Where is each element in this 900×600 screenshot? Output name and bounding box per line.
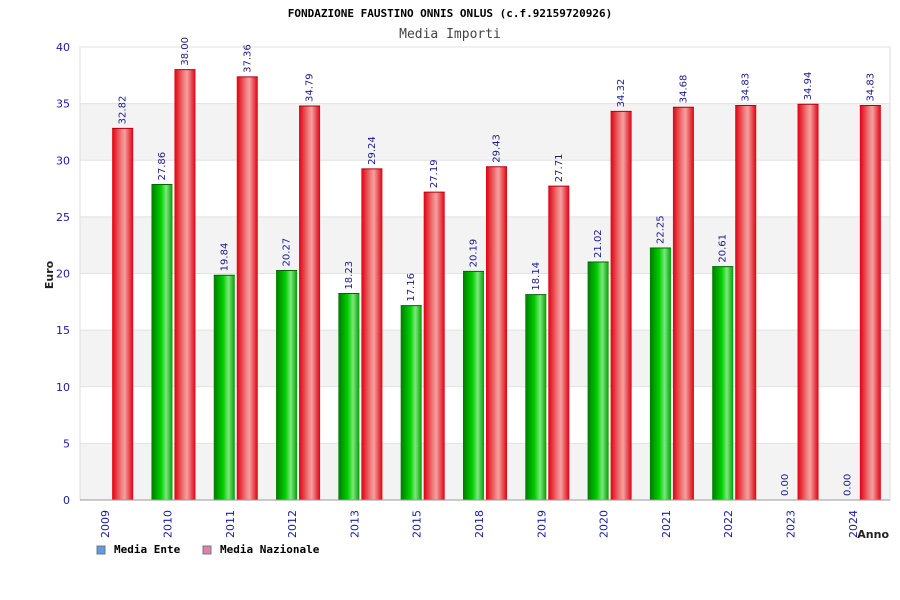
data-label-media-nazionale-2023: 34.94 [803,72,814,101]
y-tick-label: 40 [56,41,70,54]
bar-media-nazionale-2021 [672,107,694,501]
bar-media-nazionale-2013 [361,168,383,500]
bar-media-nazionale-2015 [423,192,445,501]
bar-media-nazionale-2012 [299,106,321,501]
bar-media-nazionale-2024 [859,105,881,501]
bars [112,69,881,501]
data-label-media-nazionale-2022: 34.83 [741,73,752,102]
bar-media-nazionale-2019 [548,186,570,500]
data-label-media-ente-2023: 0.00 [780,474,791,496]
data-label-media-ente-2018: 20.19 [469,239,480,268]
data-label-media-nazionale-2021: 34.68 [678,75,689,104]
legend: Media Ente Media Nazionale [96,543,320,556]
bar-media-nazionale-2023 [797,104,819,500]
x-tick-label-2013: 2013 [348,510,361,538]
data-label-media-ente-2010: 27.86 [157,152,168,181]
data-label-media-nazionale-2011: 37.36 [242,44,253,73]
data-label-media-nazionale-2019: 27.71 [554,154,565,183]
data-label-media-ente-2012: 20.27 [282,238,293,267]
bar-media-nazionale-2011 [236,76,258,500]
x-tick-label-2011: 2011 [224,510,237,538]
chart-title: FONDAZIONE FAUSTINO ONNIS ONLUS (c.f.921… [288,7,613,20]
legend-label-media-nazionale: Media Nazionale [220,543,320,556]
y-axis-label: Euro [43,260,56,289]
bar-media-ente-2015 [400,305,422,500]
plot-band [80,330,890,387]
x-tick-label-2020: 2020 [598,510,611,538]
plot-band [80,216,890,274]
legend-swatch-media-ente [96,545,106,555]
data-label-media-ente-2022: 20.61 [718,234,729,263]
bar-media-ente-2012 [276,270,298,500]
data-label-media-nazionale-2020: 34.32 [616,79,627,108]
bar-media-ente-2010 [151,184,173,500]
data-label-media-nazionale-2013: 29.24 [367,136,378,165]
data-label-media-ente-2015: 17.16 [406,273,417,302]
plot-band [80,443,890,500]
x-tick-label-2024: 2024 [847,510,860,538]
y-tick-label: 25 [56,211,70,224]
plot-band [80,160,890,217]
data-label-media-ente-2011: 19.84 [219,243,230,272]
x-tick-label-2010: 2010 [161,510,174,538]
y-tick-label: 0 [63,494,70,507]
data-label-media-ente-2019: 18.14 [531,262,542,291]
x-axis-ticks: 2009 2010 2011 2012 2013 2015 2018 2019 2020 2021… [99,510,860,538]
bar-media-ente-2011 [213,275,235,500]
data-label-media-ente-2024: 0.00 [842,474,853,496]
legend-swatch-media-nazionale [202,545,212,555]
bar-media-ente-2022 [712,266,734,500]
chart-subtitle: Media Importi [399,27,501,42]
bar-media-ente-2021 [649,248,671,500]
bar-media-nazionale-2022 [735,105,757,501]
bar-media-nazionale-2020 [610,111,632,501]
bar-media-ente-2020 [587,261,609,500]
x-tick-label-2022: 2022 [722,510,735,538]
x-tick-label-2009: 2009 [99,510,112,538]
x-tick-label-2021: 2021 [660,510,673,538]
bar-media-ente-2018 [463,271,484,500]
y-tick-label: 20 [56,268,70,281]
plot-band [80,273,890,331]
plot-band [80,386,890,444]
y-tick-label: 15 [56,324,70,337]
y-axis-ticks: 0 5 10 15 20 25 30 35 40 [56,41,70,507]
data-label-media-ente-2020: 21.02 [593,229,604,258]
x-tick-label-2019: 2019 [535,510,548,538]
plot-band [80,47,890,104]
data-label-media-nazionale-2012: 34.79 [305,73,316,102]
bar-media-ente-2019 [525,294,547,500]
y-tick-label: 5 [63,437,70,450]
data-label-media-nazionale-2024: 34.83 [865,73,876,102]
bar-media-nazionale-2009 [112,128,134,500]
legend-label-media-ente: Media Ente [114,543,181,556]
data-label-media-nazionale-2015: 27.19 [429,159,440,188]
data-label-media-nazionale-2010: 38.00 [180,37,191,66]
y-tick-label: 35 [56,98,70,111]
y-tick-label: 30 [56,154,70,167]
x-tick-label-2015: 2015 [411,510,424,538]
x-axis-label: Anno [857,528,889,541]
data-label-media-ente-2021: 22.25 [655,215,666,244]
x-tick-label-2023: 2023 [785,510,798,538]
x-tick-label-2012: 2012 [286,510,299,538]
x-tick-label-2018: 2018 [473,510,486,538]
data-labels: 32.82 27.86 38.00 19.84 37.36 20.27 34.79 18.23… [118,37,877,496]
bar-media-nazionale-2010 [174,69,196,501]
data-label-media-ente-2013: 18.23 [344,261,355,290]
plot-band [80,103,890,161]
data-label-media-nazionale-2018: 29.43 [492,134,503,163]
bar-media-ente-2013 [338,293,360,500]
bar-media-nazionale-2018 [486,166,507,500]
data-label-media-nazionale-2009: 32.82 [118,96,129,125]
y-tick-label: 10 [56,381,70,394]
